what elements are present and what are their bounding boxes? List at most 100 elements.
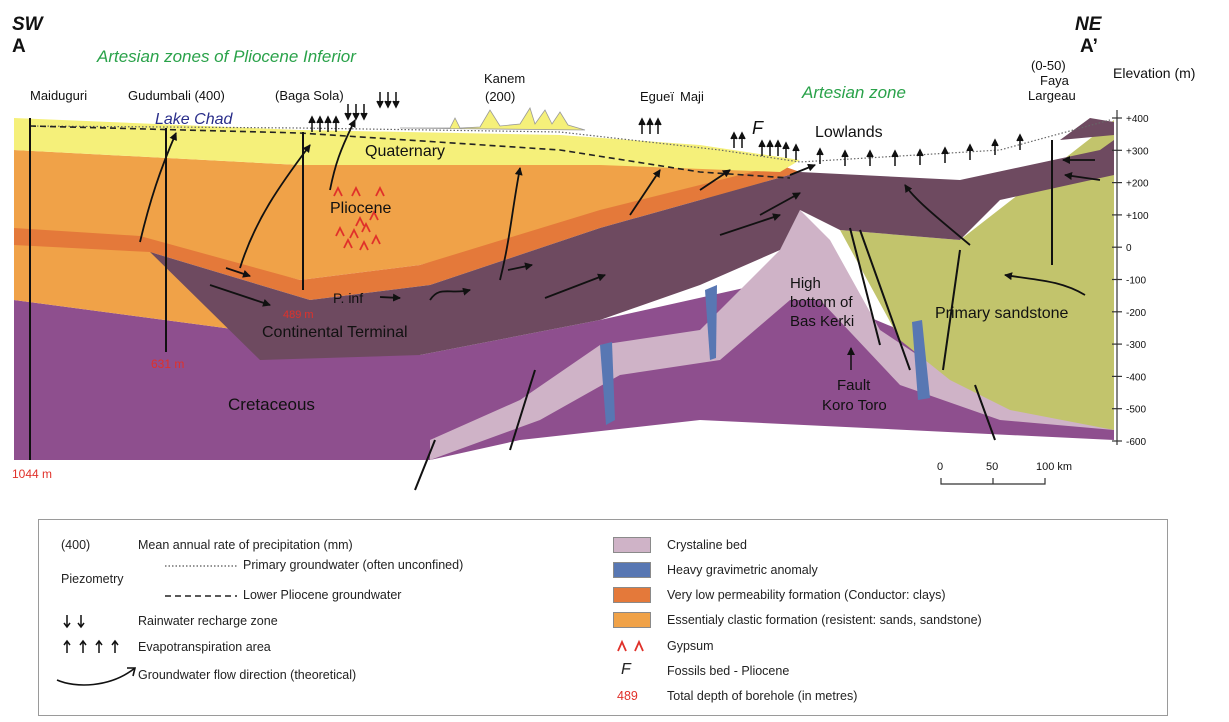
label-primary-sandstone: Primary sandstone [935, 305, 1068, 322]
fault-line-6 [974, 384, 996, 441]
legend-crystaline: Crystaline bed [667, 538, 747, 552]
elevation-tick-label: -500 [1126, 405, 1146, 416]
elevation-ticks [1112, 117, 1122, 442]
legend-box: (400) Mean annual rate of precipitation … [38, 519, 1168, 716]
label-bas-kerki: Bas Kerki [790, 313, 854, 330]
legend-gravimetric: Heavy gravimetric anomaly [667, 563, 818, 577]
legend-clastic: Essentialy clastic formation (resistent:… [667, 613, 982, 627]
swatch-gravimetric [613, 562, 651, 578]
elevation-tick-label: -200 [1126, 308, 1146, 319]
recharge-arrows [344, 92, 400, 121]
elevation-tick-label: +200 [1126, 179, 1149, 190]
label-high: High [790, 275, 821, 292]
swatch-crystaline [613, 537, 651, 553]
legend-fossil: Fossils bed - Pliocene [667, 664, 790, 678]
place-kanem-rain: (200) [485, 89, 515, 104]
legend-lower-gw: Lower Pliocene groundwater [243, 588, 402, 602]
place-faya: Faya [1040, 73, 1070, 88]
elevation-tick-label: -400 [1126, 372, 1146, 383]
crystalline-bed [430, 210, 1114, 460]
legend-piezometry: Piezometry [61, 572, 124, 586]
elevation-tick-label: +300 [1126, 146, 1149, 157]
swatch-low-perm [613, 587, 651, 603]
place-eguei: Egueï [640, 89, 674, 104]
gypsum-marks [333, 185, 385, 251]
fault-line-5 [942, 249, 961, 371]
legend-evapo-symbol [63, 639, 119, 653]
depth-631: 631 m [151, 357, 184, 371]
elevation-tick-labels: +400 +300 +200 +100 0 -100 -200 -300 -400 -500 -60… [1126, 114, 1149, 448]
corner-ne: NE [1075, 14, 1103, 35]
elevation-title: Elevation (m) [1113, 65, 1195, 81]
fault-line-4 [859, 229, 911, 371]
quaternary-layer [14, 118, 800, 172]
faya-ridge [1060, 118, 1114, 140]
scale-bar [940, 478, 1046, 485]
scale-label-50: 50 [986, 461, 998, 473]
legend-flow: Groundwater flow direction (theoretical) [138, 668, 357, 682]
place-maji: Maji [680, 89, 704, 104]
place-faya-rain: (0-50) [1031, 58, 1066, 73]
label-quaternary: Quaternary [365, 143, 445, 160]
corner-a: A [12, 36, 26, 57]
legend-fossil-code: F [621, 661, 631, 678]
clastic-formation-lower [14, 240, 240, 330]
legend-primary-gw: Primary groundwater (often unconfined) [243, 558, 464, 572]
primary-groundwater-line [29, 119, 1111, 163]
elevation-tick-label: -100 [1126, 276, 1146, 287]
corner-a-prime: A’ [1080, 36, 1098, 57]
label-bottom-of: bottom of [790, 294, 853, 311]
label-koro-toro: Koro Toro [822, 397, 887, 414]
lowlands-label: Lowlands [815, 124, 883, 141]
evapotranspiration-arrows [308, 115, 1024, 166]
clastic-formation [14, 150, 780, 280]
elevation-tick-label: -600 [1126, 437, 1146, 448]
elevation-tick-label: -300 [1126, 340, 1146, 351]
legend-gypsum-symbol [617, 639, 644, 652]
scale-label-0: 0 [937, 461, 943, 473]
legend-lower-line-symbol [165, 595, 237, 597]
legend-precip-text: Mean annual rate of precipitation (mm) [138, 538, 353, 552]
fault-line-2 [509, 369, 536, 451]
swatch-clastic [613, 612, 651, 628]
place-gudumbali: Gudumbali (400) [128, 88, 225, 103]
scale-label-100: 100 km [1036, 461, 1072, 473]
depth-489: 489 m [283, 309, 314, 321]
gravimetric-anomaly-1 [600, 342, 615, 425]
low-permeability-band [14, 165, 800, 300]
fault-line-1 [414, 439, 436, 491]
elevation-tick-label: 0 [1126, 243, 1132, 254]
label-pliocene: Pliocene [330, 200, 391, 217]
cross-section-diagram: SW A NE A’ Artesian zones of Pliocene In… [12, 14, 1195, 491]
gravimetric-anomaly-2 [705, 285, 717, 360]
corner-sw: SW [12, 14, 45, 35]
fault-line-3 [849, 227, 881, 346]
legend-recharge: Rainwater recharge zone [138, 614, 278, 628]
continental-terminal-layer [150, 140, 1114, 360]
depth-1044: 1044 m [12, 467, 52, 481]
kanem-dunes [399, 107, 586, 131]
label-fault: Fault [837, 377, 871, 394]
place-kanem: Kanem [484, 71, 525, 86]
gravimetric-anomaly-3 [912, 320, 930, 400]
heading-artesian-pliocene: Artesian zones of Pliocene Inferior [96, 47, 357, 66]
label-cretaceous: Cretaceous [228, 395, 315, 414]
place-maiduguri: Maiduguri [30, 88, 87, 103]
fossil-mark: F [752, 118, 764, 138]
legend-depth: Total depth of borehole (in metres) [667, 689, 858, 703]
elevation-tick-label: +400 [1126, 114, 1149, 125]
primary-sandstone-layer [840, 120, 1114, 430]
lake-chad-label: Lake Chad [155, 111, 233, 128]
heading-artesian-zone: Artesian zone [801, 83, 906, 102]
legend-recharge-symbol [63, 615, 85, 629]
place-largeau: Largeau [1028, 88, 1076, 103]
label-p-inf: P. inf [333, 290, 363, 306]
legend-gypsum: Gypsum [667, 639, 714, 653]
legend-flow-symbol [56, 667, 137, 686]
legend-primary-line-symbol [165, 565, 237, 567]
flow-arrows [139, 119, 1101, 307]
label-continental-terminal: Continental Terminal [262, 324, 408, 341]
elevation-tick-label: +100 [1126, 211, 1149, 222]
legend-precip-code: (400) [61, 538, 91, 552]
place-baga-sola: (Baga Sola) [275, 88, 344, 103]
